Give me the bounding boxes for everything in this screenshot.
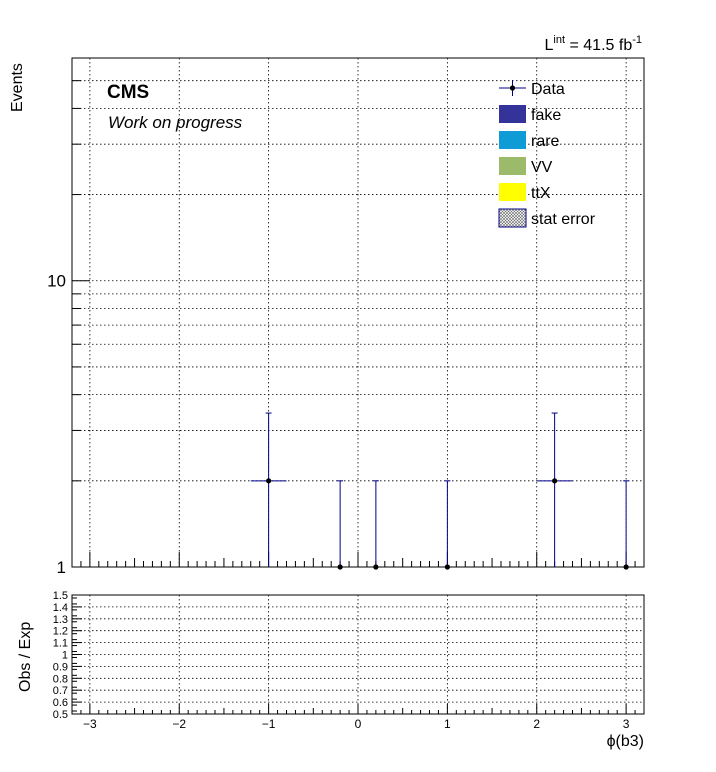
ratio-y-axis-title: Obs / Exp (17, 622, 34, 692)
legend-label: fake (531, 107, 561, 124)
ratio-y-tick-label: 1 (62, 650, 68, 662)
data-point (250, 412, 287, 567)
x-tick-label: 2 (533, 717, 540, 731)
x-tick-label: 3 (623, 717, 630, 731)
legend-item: fake (499, 105, 561, 124)
x-tick-label: −3 (83, 717, 97, 731)
ratio-y-tick-label: 0.9 (53, 661, 68, 673)
x-tick-label: −2 (172, 717, 186, 731)
ratio-axes: −3 −2 −1 0 1 2 30.50.60.70.80.911.11.21.31.41.… (53, 590, 645, 731)
data-point (444, 480, 451, 570)
data-point (372, 480, 379, 570)
legend-item: Data (499, 80, 565, 98)
legend-item: rare (499, 131, 560, 150)
data-point (536, 412, 573, 567)
legend-label: VV (531, 159, 553, 176)
lumi-label: Lint = 41.5 fb-1 (545, 34, 642, 54)
ratio-y-tick-label: 0.7 (53, 685, 68, 697)
main-y-tick-label: 10 (47, 272, 66, 291)
ratio-grid (72, 594, 644, 715)
data-point (623, 480, 630, 570)
data-series (250, 412, 630, 570)
legend-label: stat error (531, 211, 596, 228)
x-tick-label: 0 (355, 717, 362, 731)
ratio-y-tick-label: 0.8 (53, 673, 68, 685)
main-y-axis-title: Events (9, 63, 26, 112)
ratio-y-tick-label: 1.3 (53, 614, 68, 626)
x-tick-label: −1 (262, 717, 276, 731)
legend: Data fake rare VV ttX stat error (498, 80, 596, 228)
legend-label: Data (531, 81, 565, 98)
ratio-y-tick-label: 0.5 (53, 709, 68, 721)
legend-label: rare (531, 133, 560, 150)
ratio-y-tick-label: 0.6 (53, 697, 68, 709)
ratio-y-tick-label: 1.1 (53, 638, 68, 650)
legend-item: ttX (499, 183, 551, 202)
legend-item: stat error (498, 208, 596, 228)
ratio-y-tick-label: 1.4 (53, 602, 68, 614)
ratio-y-tick-label: 1.2 (53, 626, 68, 638)
x-axis-title: ϕ(b3) (607, 733, 644, 750)
x-tick-label: 1 (444, 717, 451, 731)
ratio-y-tick-label: 1.5 (53, 590, 68, 602)
subtitle-label: Work on progress (108, 113, 243, 132)
cms-label: CMS (107, 82, 149, 103)
legend-item: VV (499, 157, 553, 176)
legend-label: ttX (531, 185, 551, 202)
data-point (337, 480, 344, 570)
main-y-tick-label: 1 (57, 558, 66, 577)
